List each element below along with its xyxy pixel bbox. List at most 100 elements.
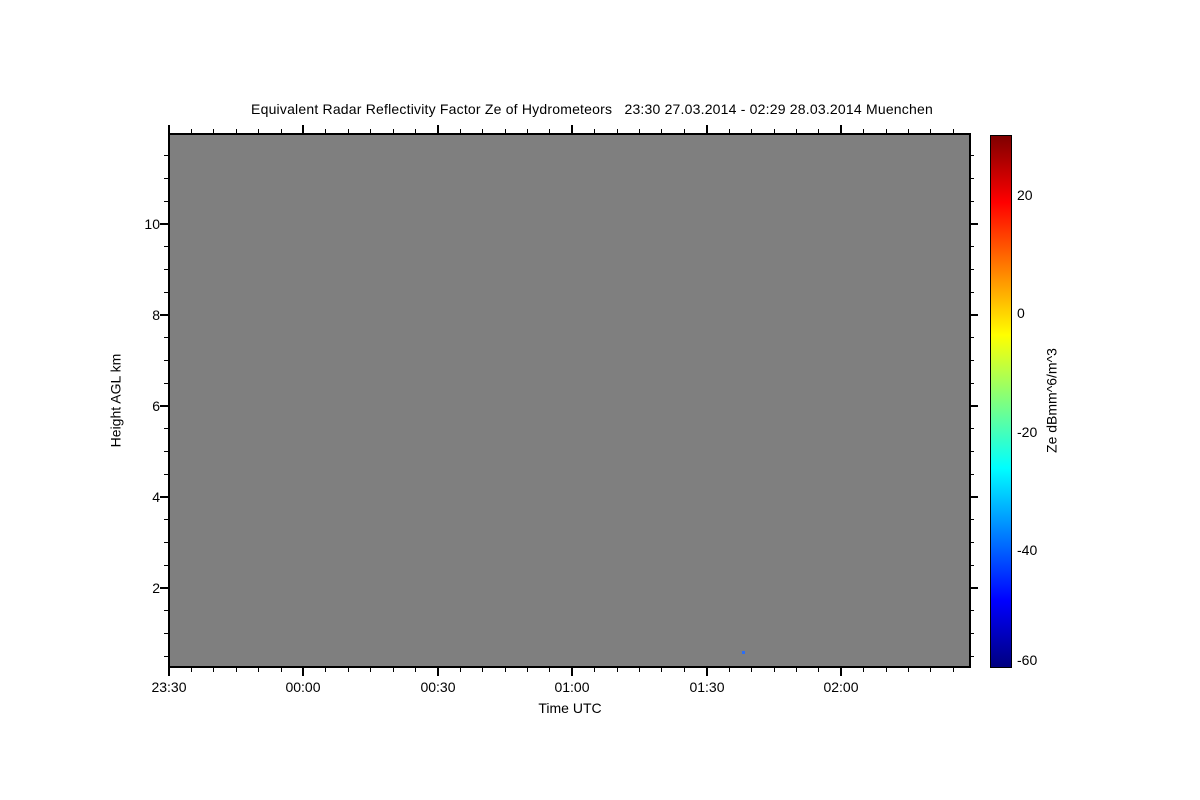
x-tick-top xyxy=(886,129,887,133)
colorbar-title: Ze dBmm^6/m^3 xyxy=(1043,348,1060,453)
x-tick-top xyxy=(415,129,416,133)
x-tick xyxy=(482,668,483,672)
x-tick-label: 00:30 xyxy=(420,679,456,695)
y-tick xyxy=(160,405,168,407)
x-tick-top xyxy=(393,129,394,133)
y-tick-right xyxy=(970,155,974,156)
plot-area xyxy=(168,133,971,668)
x-tick xyxy=(437,668,439,676)
x-tick xyxy=(168,668,170,676)
x-tick-label: 00:00 xyxy=(285,679,321,695)
x-axis-title: Time UTC xyxy=(538,700,602,716)
x-tick-top xyxy=(729,129,730,133)
x-tick-top xyxy=(684,129,685,133)
x-tick xyxy=(213,668,214,672)
x-tick xyxy=(840,668,842,676)
x-tick-top xyxy=(908,129,909,133)
y-tick xyxy=(164,246,168,247)
x-tick xyxy=(796,668,797,672)
y-tick xyxy=(164,428,168,429)
y-tick xyxy=(164,360,168,361)
x-tick xyxy=(348,668,349,672)
y-tick-right xyxy=(970,519,974,520)
x-tick xyxy=(617,668,618,672)
x-tick-top xyxy=(302,125,304,133)
x-tick xyxy=(706,668,708,676)
x-tick-top xyxy=(863,129,864,133)
x-tick-top xyxy=(258,129,259,133)
y-tick-label: 10 xyxy=(144,216,160,232)
y-tick-right xyxy=(970,633,974,634)
y-tick-right xyxy=(970,337,974,338)
x-tick xyxy=(236,668,237,672)
chart-title: Equivalent Radar Reflectivity Factor Ze … xyxy=(251,101,933,117)
y-tick xyxy=(160,314,168,316)
y-tick-right xyxy=(970,178,974,179)
y-tick xyxy=(164,269,168,270)
y-tick xyxy=(164,565,168,566)
x-tick-top xyxy=(571,125,573,133)
y-tick xyxy=(160,223,168,225)
y-tick xyxy=(164,383,168,384)
colorbar-tick-label: -40 xyxy=(1017,542,1038,558)
y-tick-right xyxy=(970,314,978,316)
x-tick-top xyxy=(213,129,214,133)
x-tick-top xyxy=(505,129,506,133)
x-tick xyxy=(774,668,775,672)
radar-echo-point xyxy=(742,651,745,654)
x-tick-top xyxy=(840,125,842,133)
y-tick-right xyxy=(970,383,974,384)
x-tick-top xyxy=(527,129,528,133)
x-tick-top xyxy=(818,129,819,133)
y-tick xyxy=(164,178,168,179)
x-tick-top xyxy=(706,125,708,133)
x-tick xyxy=(505,668,506,672)
x-tick-top xyxy=(325,129,326,133)
x-tick-top xyxy=(348,129,349,133)
x-tick xyxy=(729,668,730,672)
y-tick xyxy=(164,201,168,202)
x-tick xyxy=(886,668,887,672)
x-tick xyxy=(930,668,931,672)
colorbar-tick-label: 0 xyxy=(1017,305,1025,321)
x-tick-top xyxy=(549,129,550,133)
x-tick-top xyxy=(460,129,461,133)
x-tick xyxy=(460,668,461,672)
x-tick-top xyxy=(281,129,282,133)
y-tick-right xyxy=(970,496,978,498)
y-tick-right xyxy=(970,223,978,225)
y-tick xyxy=(164,337,168,338)
y-tick-right xyxy=(970,451,974,452)
x-tick-top xyxy=(437,125,439,133)
y-tick-right xyxy=(970,587,978,589)
y-tick-right xyxy=(970,565,974,566)
y-tick-right xyxy=(970,201,974,202)
colorbar-tick-label: -20 xyxy=(1017,424,1038,440)
x-tick xyxy=(370,668,371,672)
y-tick-right xyxy=(970,656,974,657)
x-tick-top xyxy=(236,129,237,133)
x-tick xyxy=(639,668,640,672)
y-tick-right xyxy=(970,360,974,361)
x-tick-top xyxy=(751,129,752,133)
x-tick-top xyxy=(617,129,618,133)
y-tick xyxy=(164,451,168,452)
y-tick xyxy=(164,610,168,611)
y-tick-right xyxy=(970,269,974,270)
x-tick-label: 01:00 xyxy=(554,679,590,695)
x-tick xyxy=(594,668,595,672)
x-tick xyxy=(908,668,909,672)
x-tick-top xyxy=(191,129,192,133)
y-tick-right xyxy=(970,405,978,407)
x-tick-top xyxy=(774,129,775,133)
y-tick xyxy=(164,292,168,293)
y-tick xyxy=(164,633,168,634)
y-tick-label: 2 xyxy=(152,580,160,596)
y-tick-right xyxy=(970,292,974,293)
colorbar-tick-label: -60 xyxy=(1017,652,1038,668)
x-tick-label: 23:30 xyxy=(151,679,187,695)
y-tick-right xyxy=(970,542,974,543)
y-tick-right xyxy=(970,610,974,611)
x-tick xyxy=(953,668,954,672)
x-tick-label: 01:30 xyxy=(689,679,725,695)
